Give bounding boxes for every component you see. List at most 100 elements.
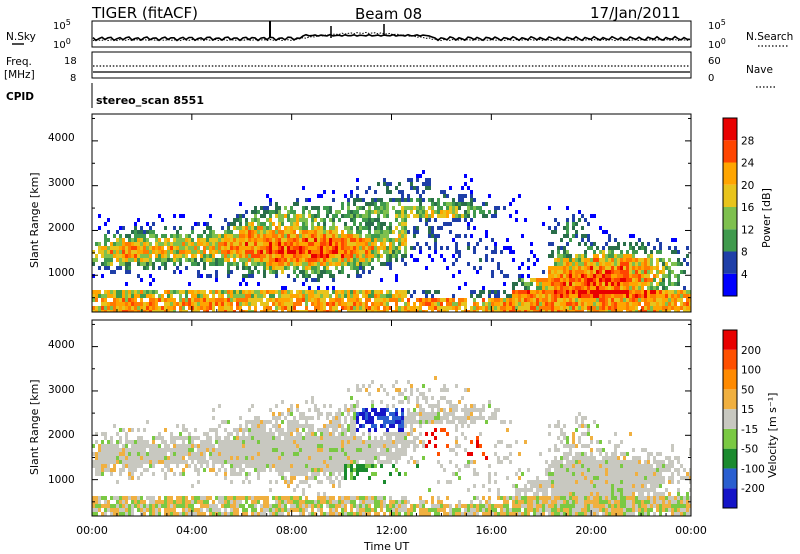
heatmap-cell [356, 262, 359, 266]
heatmap-cell [410, 306, 413, 310]
heatmap-cell [611, 258, 614, 262]
heatmap-cell [248, 246, 251, 250]
heatmap-cell [449, 222, 452, 226]
heatmap-cell [281, 294, 284, 298]
heatmap-cell [473, 266, 476, 270]
heatmap-cell [290, 250, 293, 254]
heatmap-cell [305, 448, 308, 452]
heatmap-cell [632, 262, 635, 266]
heatmap-cell [311, 234, 314, 238]
heatmap-cell [263, 310, 266, 312]
heatmap-cell [389, 182, 392, 186]
heatmap-cell [446, 512, 449, 516]
heatmap-cell [383, 262, 386, 266]
heatmap-cell [527, 286, 530, 290]
heatmap-cell [464, 302, 467, 306]
heatmap-cell [311, 440, 314, 444]
heatmap-cell [602, 274, 605, 278]
heatmap-cell [266, 440, 269, 444]
heatmap-cell [146, 468, 149, 472]
heatmap-cell [575, 290, 578, 294]
heatmap-cell [179, 436, 182, 440]
heatmap-cell [170, 460, 173, 464]
heatmap-cell [587, 266, 590, 270]
heatmap-cell [251, 464, 254, 468]
heatmap-cell [239, 472, 242, 476]
heatmap-cell [260, 226, 263, 230]
heatmap-cell [566, 226, 569, 230]
heatmap-cell [113, 512, 116, 516]
heatmap-cell [263, 460, 266, 464]
heatmap-cell [236, 456, 239, 460]
heatmap-cell [341, 214, 344, 218]
heatmap-cell [386, 226, 389, 230]
heatmap-cell [311, 416, 314, 420]
heatmap-cell [332, 190, 335, 194]
heatmap-cell [236, 440, 239, 444]
heatmap-cell [368, 452, 371, 456]
heatmap-cell [281, 472, 284, 476]
heatmap-cell [491, 270, 494, 274]
heatmap-cell [293, 214, 296, 218]
heatmap-cell [440, 210, 443, 214]
heatmap-cell [263, 432, 266, 436]
heatmap-cell [626, 262, 629, 266]
heatmap-cell [629, 266, 632, 270]
plot-title: TIGER (fitACF) [91, 4, 198, 22]
heatmap-cell [152, 290, 155, 294]
heatmap-cell [272, 246, 275, 250]
heatmap-cell [611, 286, 614, 290]
heatmap-cell [305, 310, 308, 312]
heatmap-cell [242, 214, 245, 218]
heatmap-cell [629, 306, 632, 310]
heatmap-cell [494, 214, 497, 218]
heatmap-cell [365, 456, 368, 460]
heatmap-cell [350, 512, 353, 516]
heatmap-cell [503, 206, 506, 210]
heatmap-cell [314, 230, 317, 234]
heatmap-cell [326, 294, 329, 298]
heatmap-cell [359, 436, 362, 440]
heatmap-cell [296, 202, 299, 206]
heatmap-cell [512, 282, 515, 286]
heatmap-cell [143, 234, 146, 238]
heatmap-cell [218, 246, 221, 250]
heatmap-cell [596, 246, 599, 250]
heatmap-cell [338, 310, 341, 312]
heatmap-cell [383, 202, 386, 206]
heatmap-cell [509, 306, 512, 310]
heatmap-cell [665, 274, 668, 278]
heatmap-cell [557, 286, 560, 290]
heatmap-cell [263, 270, 266, 274]
heatmap-cell [200, 274, 203, 278]
heatmap-cell [524, 290, 527, 294]
heatmap-cell [437, 298, 440, 302]
heatmap-cell [368, 440, 371, 444]
heatmap-cell [233, 452, 236, 456]
heatmap-cell [386, 250, 389, 254]
heatmap-cell [224, 302, 227, 306]
heatmap-cell [209, 512, 212, 516]
heatmap-cell [386, 508, 389, 512]
heatmap-cell [137, 306, 140, 310]
heatmap-cell [422, 416, 425, 420]
heatmap-cell [185, 452, 188, 456]
heatmap-cell [581, 226, 584, 230]
heatmap-cell [167, 242, 170, 246]
heatmap-cell [203, 306, 206, 310]
heatmap-cell [194, 452, 197, 456]
heatmap-cell [149, 262, 152, 266]
heatmap-cell [362, 500, 365, 504]
heatmap-cell [134, 234, 137, 238]
heatmap-cell [212, 250, 215, 254]
heatmap-cell [332, 432, 335, 436]
heatmap-cell [326, 412, 329, 416]
heatmap-cell [275, 266, 278, 270]
heatmap-cell [98, 448, 101, 452]
heatmap-cell [335, 238, 338, 242]
heatmap-cell [563, 246, 566, 250]
heatmap-cell [185, 444, 188, 448]
heatmap-cell [116, 294, 119, 298]
heatmap-cell [566, 258, 569, 262]
heatmap-cell [140, 464, 143, 468]
